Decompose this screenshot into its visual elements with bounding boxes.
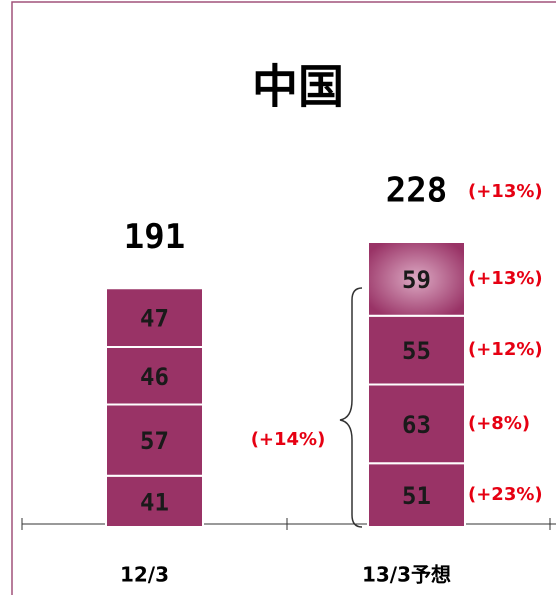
growth-label: (+13%) [468, 268, 543, 289]
segment-label: 59 [402, 266, 431, 294]
bar-segment [367, 241, 466, 317]
segment-label: 51 [402, 482, 431, 510]
growth-label: (+23%) [468, 484, 543, 505]
bar-segment [367, 462, 466, 528]
growth-label: (+12%) [468, 339, 543, 360]
x-tick-label: 12/3 [120, 563, 169, 587]
bar-segment [367, 314, 466, 386]
total-growth-label: (+13%) [468, 181, 543, 202]
segment-label: 57 [140, 427, 169, 455]
segment-label: 46 [140, 363, 169, 391]
total-label: 228 [386, 171, 447, 211]
segment-label: 55 [402, 337, 431, 365]
segment-label: 47 [140, 305, 169, 333]
bar-segment [105, 287, 204, 348]
brace [339, 287, 363, 528]
segment-label: 41 [140, 488, 169, 516]
chart-title: 中国 [252, 60, 344, 114]
growth-label: (+8%) [468, 413, 530, 434]
x-tick-label: 13/3予想 [362, 563, 451, 587]
bar-segment [105, 346, 204, 406]
total-label: 191 [124, 217, 185, 257]
frame [11, 1, 556, 595]
segment-label: 63 [402, 411, 431, 439]
brace-label: (+14%) [251, 429, 326, 450]
